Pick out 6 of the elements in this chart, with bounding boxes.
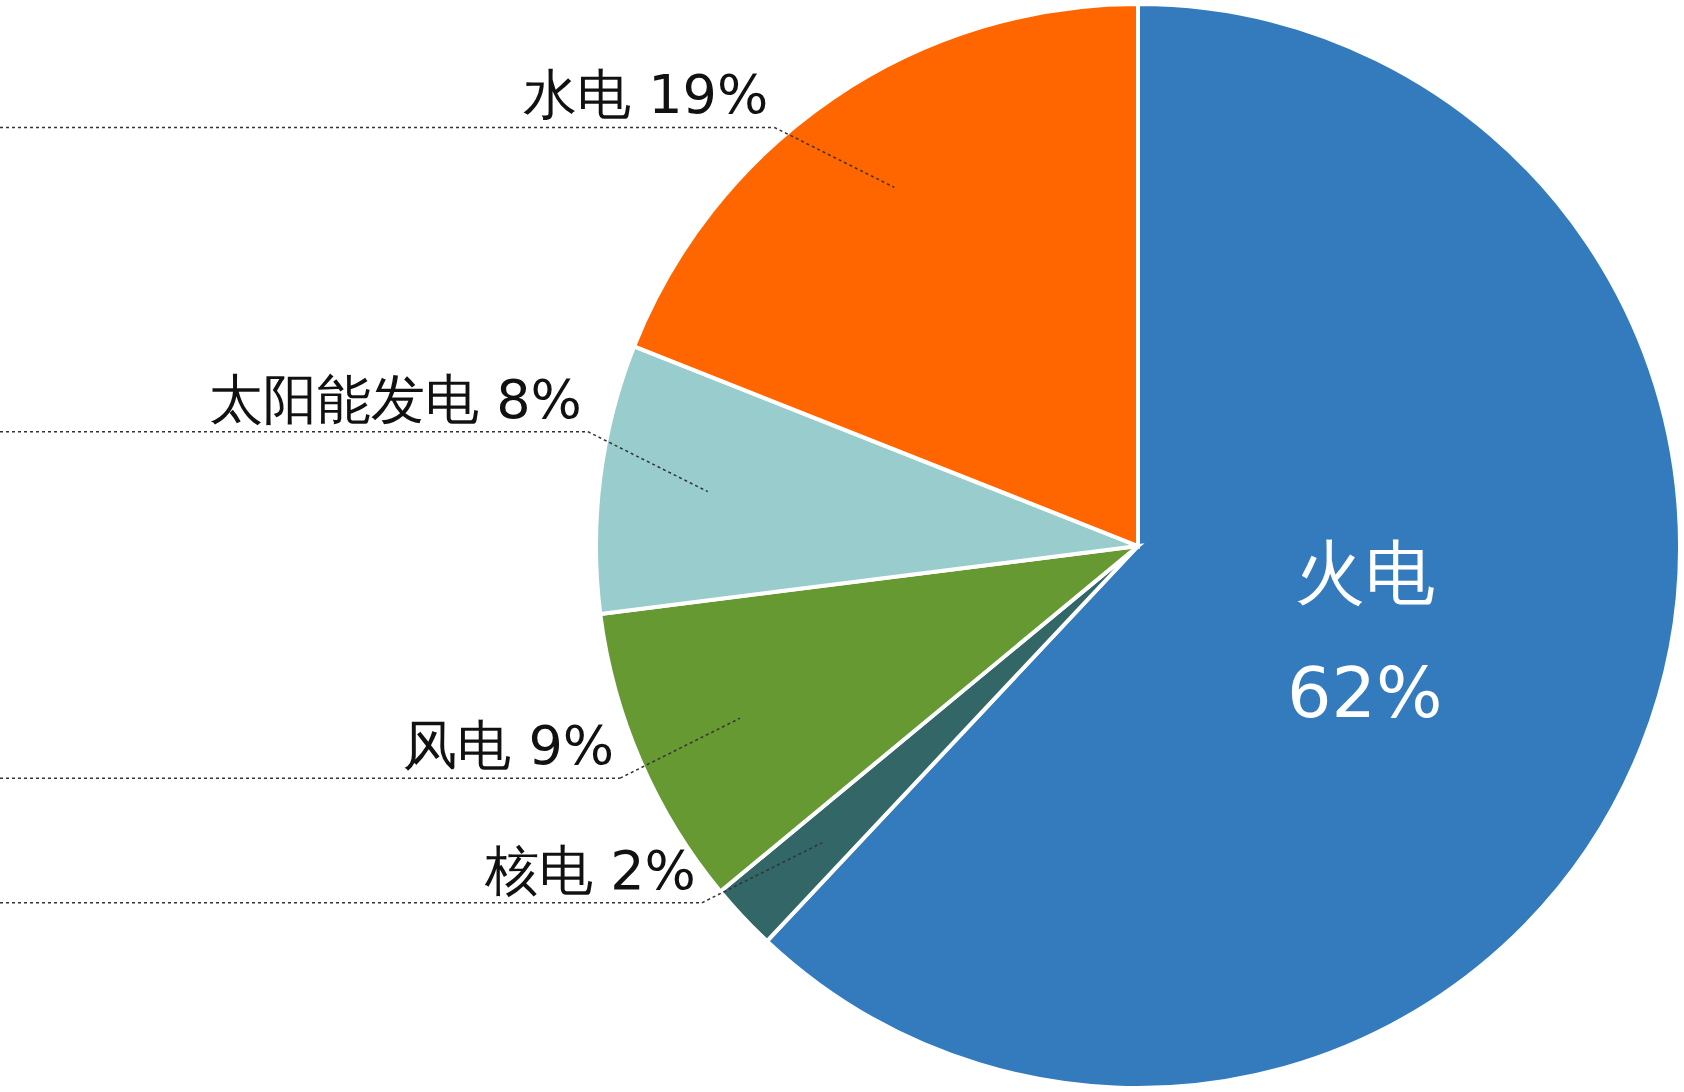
slice-label: 水电 19% — [523, 63, 769, 127]
data-label: 62% — [1286, 651, 1443, 734]
slice-label: 火电 — [1294, 531, 1435, 614]
slice-label: 风电 9% — [403, 714, 615, 778]
slice-label: 太阳能发电 8% — [208, 367, 582, 431]
slice-label: 核电 2% — [484, 838, 696, 902]
